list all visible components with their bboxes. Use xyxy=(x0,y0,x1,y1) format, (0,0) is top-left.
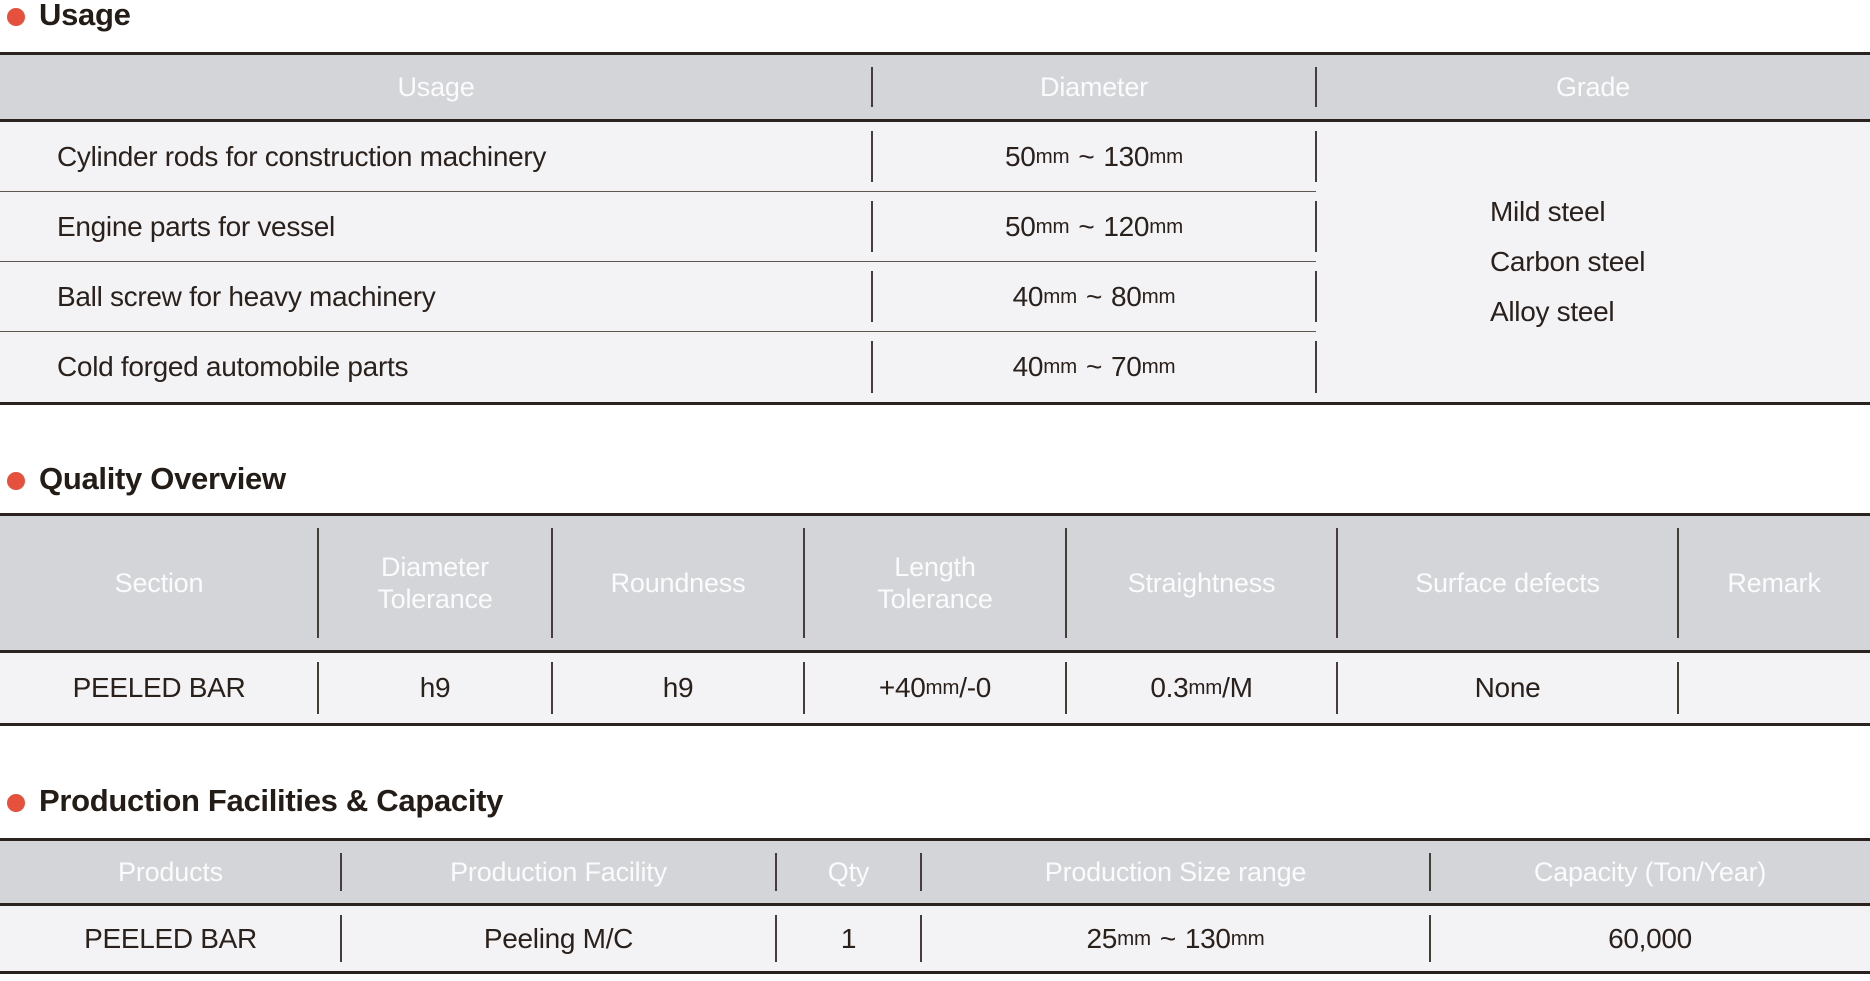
grade-line: Mild steel xyxy=(1490,196,1606,227)
qty-cell: 1 xyxy=(776,906,922,971)
usage-cell: Cylinder rods for construction machinery xyxy=(0,122,873,192)
col-header-diameter-tolerance: Diameter Tolerance xyxy=(318,516,553,650)
col-header-length-tolerance: Length Tolerance xyxy=(804,516,1067,650)
header-line: Diameter xyxy=(381,551,489,582)
quality-table-header: Section Diameter Tolerance Roundness Len… xyxy=(0,516,1870,653)
range-separator: ~ xyxy=(1078,140,1095,172)
capacity-cell: 60,000 xyxy=(1608,922,1692,954)
diameter-to: 130 xyxy=(1103,140,1150,172)
section-cell: PEELED BAR xyxy=(0,653,319,723)
mm-unit: mm xyxy=(1149,144,1183,168)
section-bullet-icon xyxy=(7,8,25,26)
col-header-grade: Grade xyxy=(1555,71,1631,102)
header-line: Tolerance xyxy=(377,584,493,614)
range-separator: ~ xyxy=(1085,280,1103,312)
grade-line: Alloy steel xyxy=(1490,296,1615,327)
grade-merged-cell: Mild steel Carbon steel Alloy steel xyxy=(1316,122,1870,402)
col-header-surface-defects: Surface defects xyxy=(1337,516,1679,650)
diameter-from: 50 xyxy=(1005,140,1036,172)
quality-section-title: Quality Overview xyxy=(7,461,286,497)
diameter-cell: 40 mm ~80 mm xyxy=(872,262,1317,332)
range-separator: ~ xyxy=(1078,210,1095,242)
section-bullet-icon xyxy=(7,472,25,490)
mm-unit: mm xyxy=(1149,214,1183,238)
quality-table-body: PEELED BAR h9 h9 +40 mm/-0 0.3 mm/M None xyxy=(0,653,1870,723)
col-header-roundness: Roundness xyxy=(552,516,805,650)
header-line: Length xyxy=(894,551,976,582)
section-title-text: Quality Overview xyxy=(39,461,286,496)
diameter-tolerance-cell: h9 xyxy=(318,653,553,723)
mm-unit: mm xyxy=(1141,355,1176,378)
col-header-production-size-range: Production Size range xyxy=(921,841,1431,903)
mm-unit: mm xyxy=(925,676,960,699)
mm-unit: mm xyxy=(1188,676,1223,699)
roundness-cell: h9 xyxy=(552,653,805,723)
col-header-straightness: Straightness xyxy=(1066,516,1338,650)
usage-table-body: Cylinder rods for construction machinery… xyxy=(0,122,1870,402)
diameter-to: 70 xyxy=(1111,351,1142,382)
col-header-capacity: Capacity (Ton/Year) xyxy=(1533,856,1767,887)
straightness-value: 0.3 xyxy=(1150,672,1189,703)
mm-unit: mm xyxy=(1117,926,1151,950)
size-to: 130 xyxy=(1184,922,1231,954)
size-from: 25 xyxy=(1086,922,1118,954)
diameter-from: 40 xyxy=(1012,351,1044,382)
col-header-diameter: Diameter xyxy=(872,55,1317,119)
remark-cell xyxy=(1678,653,1870,723)
quality-table: Section Diameter Tolerance Roundness Len… xyxy=(0,513,1870,726)
col-header-qty: Qty xyxy=(776,841,922,903)
usage-cell: Cold forged automobile parts xyxy=(0,332,873,402)
range-separator: ~ xyxy=(1085,351,1103,382)
col-header-section: Section xyxy=(0,516,319,650)
col-header-usage: Usage xyxy=(0,55,873,119)
diameter-cell: 40 mm ~70 mm xyxy=(872,332,1317,402)
length-tolerance-value: +40 xyxy=(878,672,926,703)
surface-defects-cell: None xyxy=(1337,653,1679,723)
diameter-from: 40 xyxy=(1012,280,1044,312)
section-title-text: Usage xyxy=(39,0,131,32)
mm-unit: mm xyxy=(1035,214,1070,238)
header-line: Tolerance xyxy=(877,584,993,614)
mm-unit: mm xyxy=(1230,926,1265,950)
mm-unit: mm xyxy=(1035,144,1070,168)
length-tolerance-suffix: /-0 xyxy=(959,672,992,703)
usage-cell: Ball screw for heavy machinery xyxy=(0,262,873,332)
usage-table: Usage Diameter Grade Cylinder rods for c… xyxy=(0,52,1870,405)
diameter-from: 50 xyxy=(1005,210,1036,242)
grade-line: Carbon steel xyxy=(1490,246,1646,277)
mm-unit: mm xyxy=(1141,284,1176,308)
diameter-to: 80 xyxy=(1111,280,1142,312)
mm-unit: mm xyxy=(1043,355,1077,378)
range-separator: ~ xyxy=(1159,922,1176,954)
straightness-suffix: /M xyxy=(1222,672,1253,703)
production-table-body: PEELED BAR Peeling M/C 1 25 mm ~130 mm 60,0… xyxy=(0,906,1870,971)
col-header-production-facility: Production Facility xyxy=(341,841,777,903)
section-title-text: Production Facilities & Capacity xyxy=(39,783,504,818)
production-table: Products Production Facility Qty Product… xyxy=(0,838,1870,974)
production-size-range-cell: 25 mm ~130 mm xyxy=(921,906,1431,971)
products-cell: PEELED BAR xyxy=(0,906,342,971)
production-table-header: Products Production Facility Qty Product… xyxy=(0,841,1870,906)
diameter-cell: 50 mm ~130 mm xyxy=(872,122,1317,192)
production-facility-cell: Peeling M/C xyxy=(341,906,777,971)
length-tolerance-cell: +40 mm/-0 xyxy=(804,653,1067,723)
usage-table-header: Usage Diameter Grade xyxy=(0,55,1870,122)
col-header-remark: Remark xyxy=(1727,567,1821,598)
diameter-to: 120 xyxy=(1103,210,1150,242)
section-bullet-icon xyxy=(7,794,25,812)
usage-section-title: Usage xyxy=(7,0,131,33)
usage-cell: Engine parts for vessel xyxy=(0,192,873,262)
production-section-title: Production Facilities & Capacity xyxy=(7,783,503,819)
diameter-cell: 50 mm ~120 mm xyxy=(872,192,1317,262)
mm-unit: mm xyxy=(1043,284,1077,308)
straightness-cell: 0.3 mm/M xyxy=(1066,653,1338,723)
col-header-products: Products xyxy=(0,841,342,903)
